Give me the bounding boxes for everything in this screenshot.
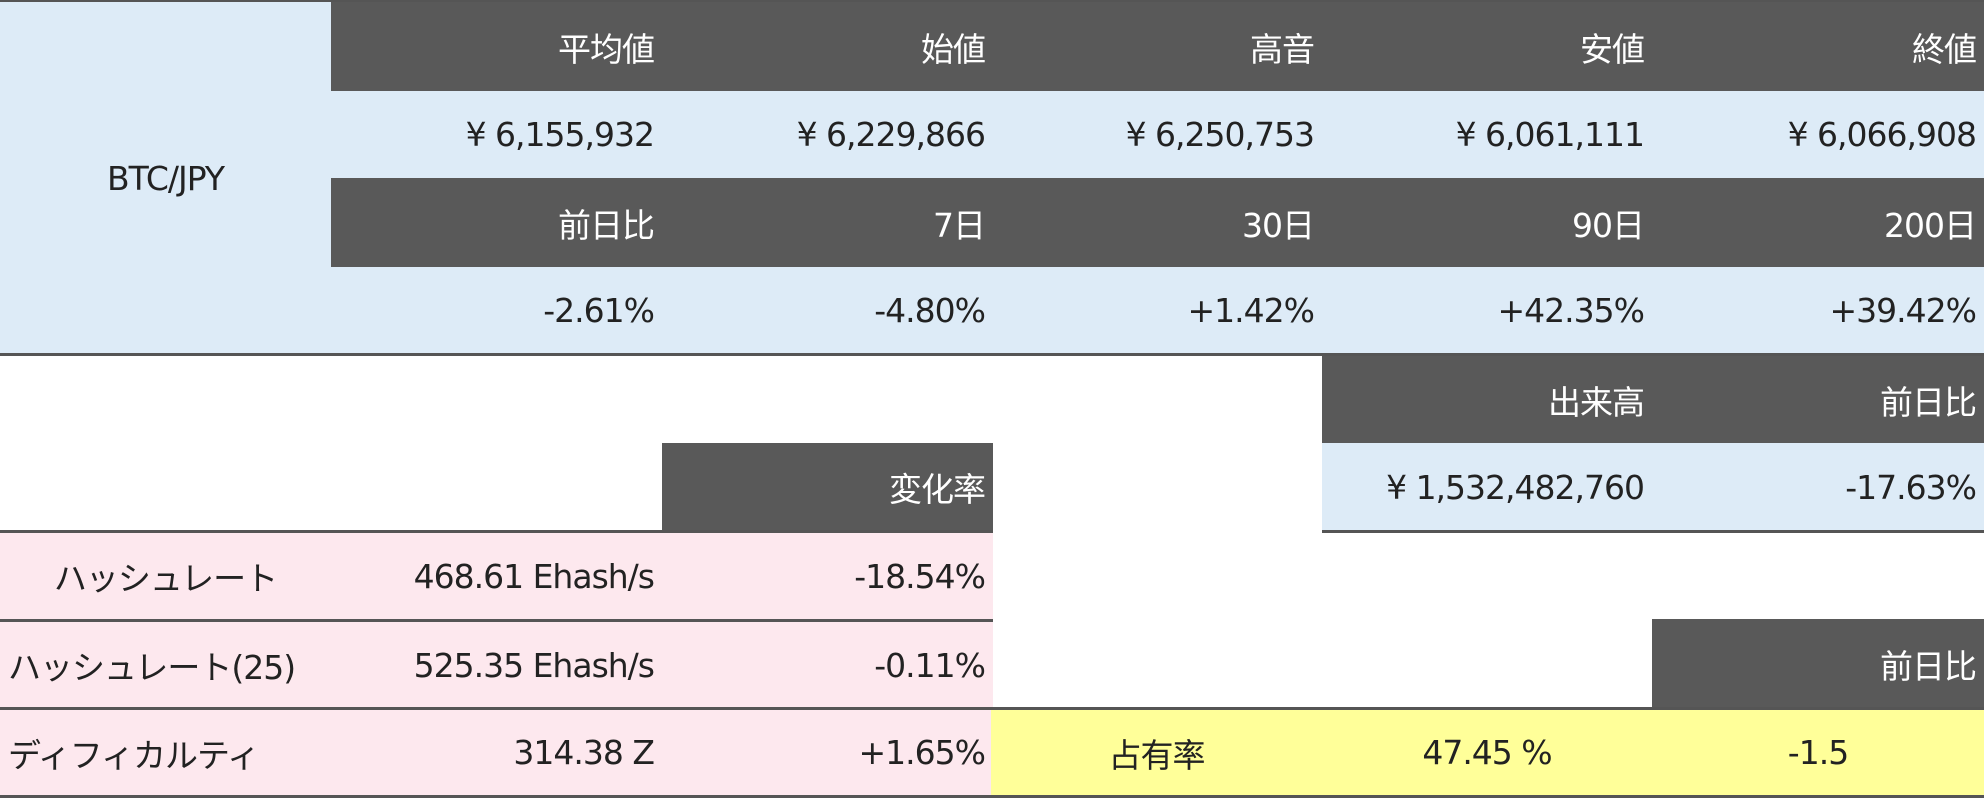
difficulty-label: ディフィカルティ — [0, 710, 331, 795]
divider — [1322, 530, 1984, 533]
divider — [0, 353, 1984, 356]
divider — [0, 707, 1984, 710]
dominance-change-header: 前日比 — [1652, 619, 1984, 708]
top-border — [0, 0, 1984, 2]
pair-label: BTC/JPY — [0, 2, 331, 354]
change-header: 前日比 — [331, 178, 662, 267]
price-header: 終値 — [1652, 2, 1984, 91]
price-header: 始値 — [662, 2, 993, 91]
price-value: ¥ 6,066,908 — [1652, 91, 1984, 178]
price-header: 高音 — [993, 2, 1322, 91]
volume-header: 出来高 — [1322, 356, 1652, 443]
hashrate25-label: ハッシュレート(25) — [0, 622, 331, 708]
hashrate-label: ハッシュレート — [0, 533, 331, 619]
change-header: 30日 — [993, 178, 1322, 267]
dominance-label: 占有率 — [991, 710, 1322, 795]
hashrate-value: 468.61 Ehash/s — [331, 533, 662, 619]
change-value: +42.35% — [1322, 267, 1652, 353]
change-value: -4.80% — [662, 267, 993, 353]
price-header: 平均値 — [331, 2, 662, 91]
price-value: ¥ 6,155,932 — [331, 91, 662, 178]
divider — [0, 619, 993, 622]
volume-change: -17.63% — [1652, 443, 1984, 531]
price-value: ¥ 6,061,111 — [1322, 91, 1652, 178]
difficulty-value: 314.38 Z — [331, 710, 662, 795]
change-value: -2.61% — [331, 267, 662, 353]
change-header: 7日 — [662, 178, 993, 267]
bottom-border — [0, 795, 1984, 798]
divider — [0, 530, 993, 533]
change-header: 90日 — [1322, 178, 1652, 267]
price-value: ¥ 6,250,753 — [993, 91, 1322, 178]
price-value: ¥ 6,229,866 — [662, 91, 993, 178]
change-value: +39.42% — [1652, 267, 1984, 353]
difficulty-change: +1.65% — [662, 710, 993, 795]
change-value: +1.42% — [993, 267, 1322, 353]
dominance-change: -1.5 — [1652, 710, 1984, 795]
volume-value: ¥ 1,532,482,760 — [1322, 443, 1652, 531]
volume-change-header: 前日比 — [1652, 356, 1984, 443]
change-header: 200日 — [1652, 178, 1984, 267]
mining-change-header: 変化率 — [662, 443, 993, 531]
dominance-value: 47.45 % — [1322, 710, 1652, 795]
hashrate-change: -18.54% — [662, 533, 993, 619]
price-header: 安値 — [1322, 2, 1652, 91]
hashrate25-change: -0.11% — [662, 622, 993, 708]
hashrate25-value: 525.35 Ehash/s — [331, 622, 662, 708]
